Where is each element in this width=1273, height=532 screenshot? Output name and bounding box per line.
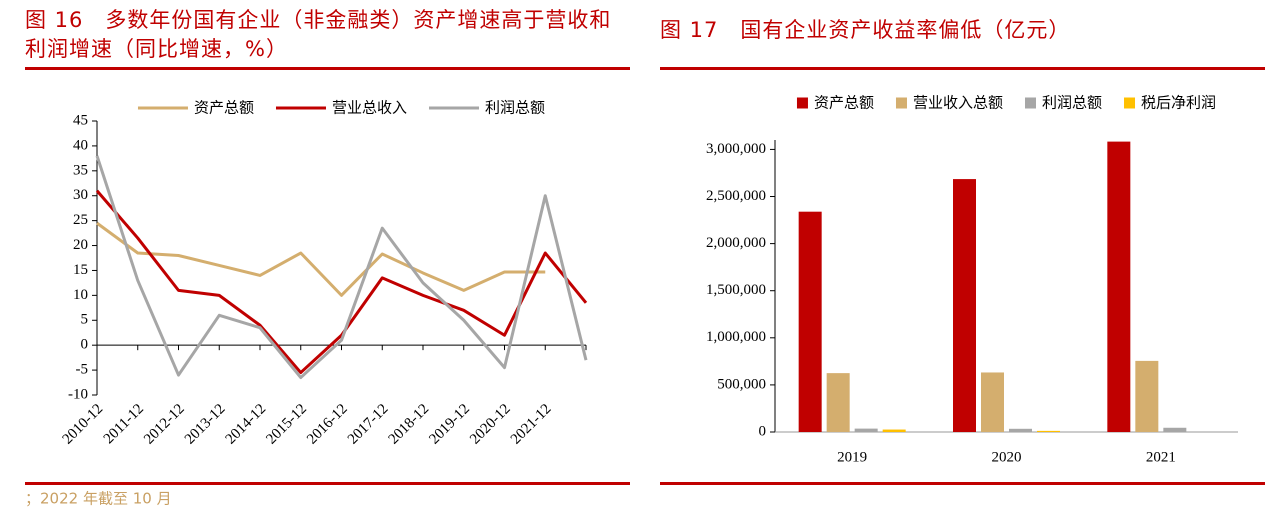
bar [981, 372, 1004, 432]
bar [854, 428, 878, 432]
legend-label: 利润总额 [1042, 94, 1102, 112]
chart-title: 图 17 国有企业资产收益率偏低（亿元） [660, 18, 1071, 42]
legend-swatch [895, 97, 907, 109]
x-tick-label: 2011-12 [101, 401, 147, 447]
x-tick-label: 2020-12 [467, 401, 514, 448]
x-tick-label: 2018-12 [386, 401, 433, 448]
y-tick-label: 1,500,000 [706, 282, 766, 298]
y-tick-label: 25 [73, 212, 88, 228]
bottom-rule [660, 482, 1265, 485]
line [95, 155, 588, 380]
bar [1135, 360, 1159, 432]
y-tick-label: 5 [81, 312, 89, 328]
x-tick-label: 2021-12 [508, 401, 555, 448]
legend-label: 资产总额 [814, 94, 874, 112]
legend-label: 资产总额 [194, 99, 254, 117]
footnote: ；2022 年截至 10 月 [25, 490, 172, 508]
x-tick-label: 2010-12 [60, 401, 107, 448]
bar [798, 211, 822, 432]
bottom-rule [25, 482, 630, 485]
bar [826, 373, 850, 432]
y-tick-label: -5 [76, 362, 89, 378]
y-tick-label: 2,000,000 [706, 235, 766, 251]
y-tick-label: 10 [73, 287, 88, 303]
y-tick-label: 35 [73, 162, 88, 178]
bar [1009, 428, 1032, 432]
x-tick-label: 2017-12 [345, 401, 392, 448]
y-tick-label: 40 [73, 137, 88, 153]
y-tick-label: 30 [73, 187, 88, 203]
y-tick-label: 1,000,000 [706, 329, 766, 345]
y-tick-label: 0 [759, 423, 767, 439]
y-tick-label: 45 [73, 112, 88, 128]
y-tick-label: 0 [81, 337, 89, 353]
x-tick-label: 2015-12 [263, 401, 310, 448]
line [96, 221, 546, 297]
legend-label: 营业收入总额 [913, 94, 1003, 112]
x-tick-label: 2013-12 [182, 401, 229, 448]
chart-title: 图 16 多数年份国有企业（非金融类）资产增速高于营收和利润增速（同比增速，%） [25, 8, 612, 61]
legend-swatch [1124, 97, 1136, 109]
legend-label: 利润总额 [485, 99, 545, 117]
bar [1163, 427, 1187, 432]
bar [1107, 141, 1131, 432]
y-tick-label: 500,000 [717, 376, 766, 392]
y-tick-label: -10 [68, 386, 88, 402]
x-tick-label: 2020 [992, 449, 1022, 465]
x-tick-label: 2019-12 [426, 401, 473, 448]
y-tick-label: 3,000,000 [706, 141, 766, 157]
x-tick-label: 2016-12 [304, 401, 351, 448]
line [95, 189, 588, 375]
title-rule [660, 67, 1265, 70]
bar [1037, 430, 1060, 432]
y-tick-label: 20 [73, 237, 88, 253]
bar [953, 179, 976, 432]
legend-swatch [796, 97, 808, 109]
y-tick-label: 2,500,000 [706, 188, 766, 204]
legend-label: 税后净利润 [1141, 94, 1216, 112]
legend-label: 营业总收入 [332, 99, 407, 117]
x-tick-label: 2019 [837, 449, 867, 465]
bar [882, 429, 906, 432]
x-tick-label: 2021 [1146, 449, 1176, 465]
title-rule [25, 67, 630, 70]
y-tick-label: 15 [73, 262, 88, 278]
legend-swatch [1025, 97, 1036, 109]
x-tick-label: 2012-12 [141, 401, 188, 448]
x-tick-label: 2014-12 [223, 401, 270, 448]
